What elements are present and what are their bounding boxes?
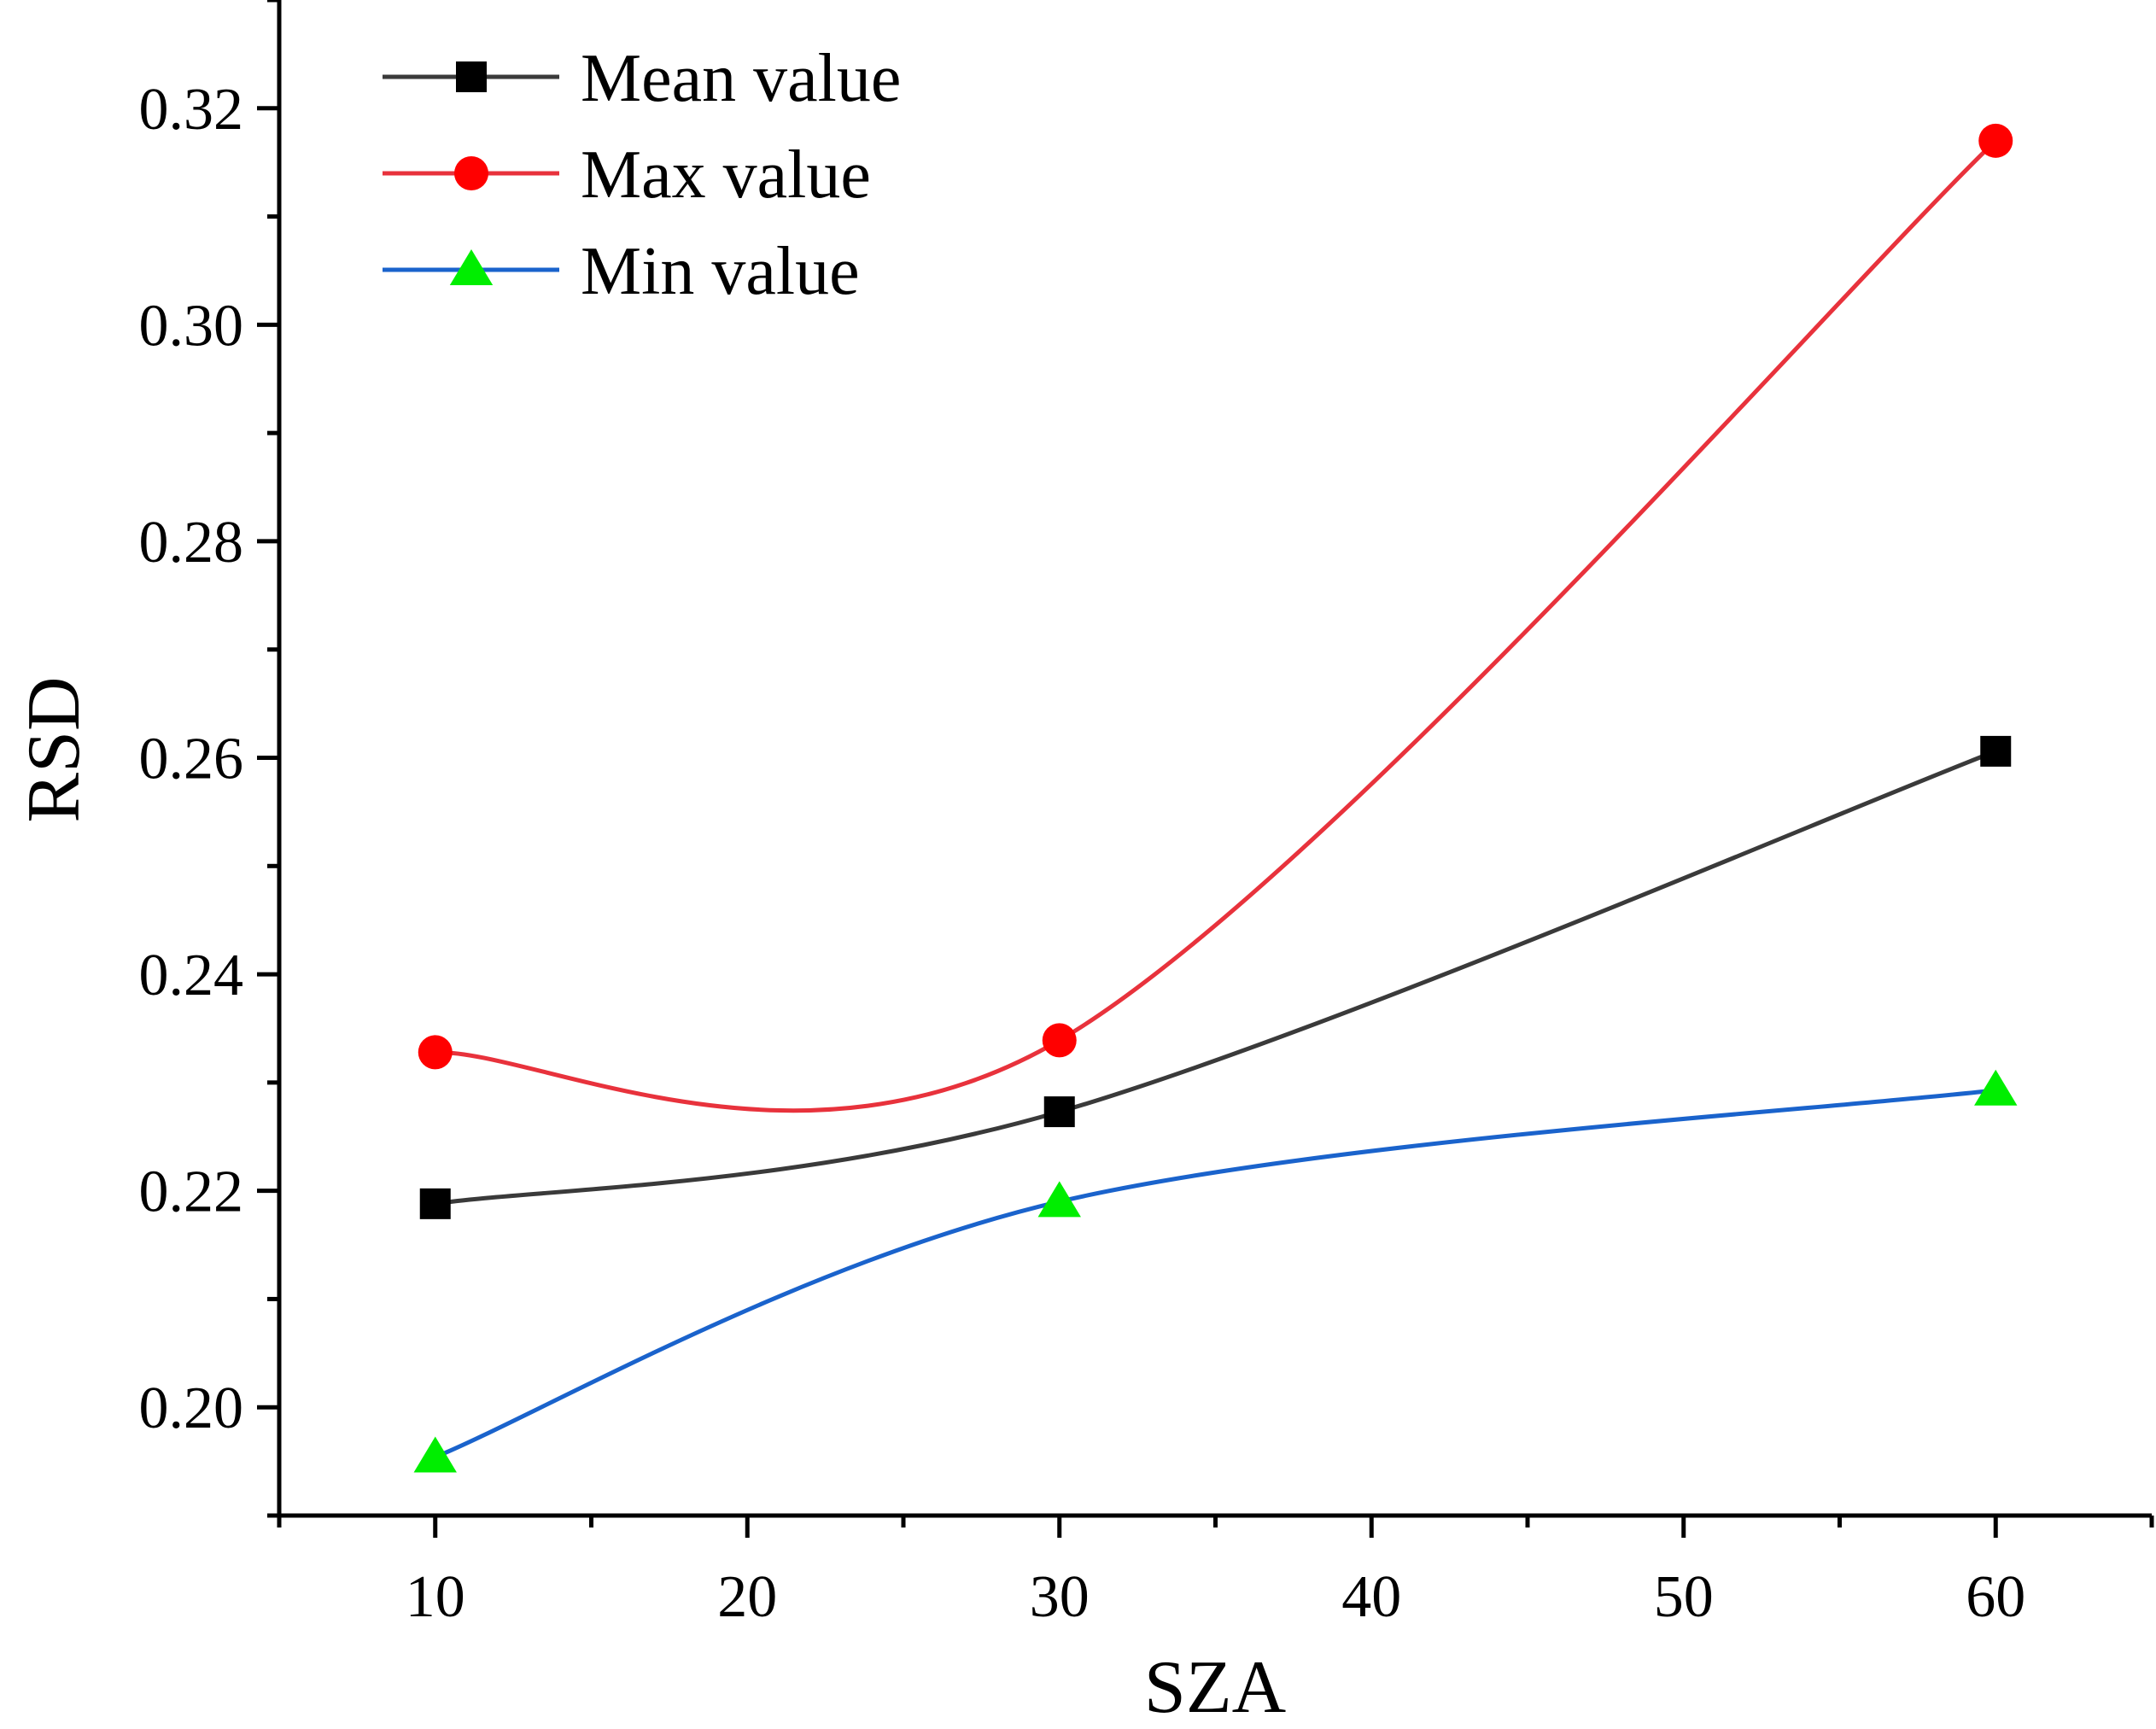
x-tick-label: 50 [1654, 1564, 1714, 1630]
legend-mean-marker [456, 61, 487, 92]
legend-min-marker [449, 249, 494, 285]
x-tick-label: 60 [1966, 1564, 2025, 1630]
y-tick-label: 0.24 [139, 943, 244, 1008]
legend-max-label: Max value [581, 137, 871, 213]
y-tick-label: 0.22 [139, 1159, 244, 1225]
max-point [418, 1035, 453, 1070]
y-axis-title: RSD [13, 676, 96, 822]
mean-line [435, 749, 1997, 1206]
x-tick-label: 20 [717, 1564, 777, 1630]
x-axis-title: SZA [1144, 1646, 1286, 1729]
min-point [413, 1436, 457, 1473]
legend-max-marker [454, 156, 488, 190]
mean-point [1043, 1096, 1075, 1128]
mean-point [1980, 735, 2012, 767]
x-tick-label: 40 [1341, 1564, 1401, 1630]
min-line [434, 1088, 1996, 1459]
y-tick-label: 0.28 [139, 510, 244, 575]
min-point [1037, 1181, 1081, 1218]
y-tick-label: 0.30 [139, 293, 244, 359]
x-tick-label: 10 [406, 1564, 465, 1630]
axes: 10 20 30 40 50 60 0.20 0.22 0.24 0.26 0.28 0.30 0.32 [139, 0, 2154, 1630]
y-tick-label: 0.26 [139, 727, 244, 792]
max-line [435, 139, 1997, 1113]
y-tick-label: 0.20 [139, 1376, 244, 1441]
mean-point [419, 1188, 451, 1219]
x-tick-label: 30 [1030, 1564, 1090, 1630]
min-point [1974, 1069, 2018, 1106]
legend-mean-label: Mean value [581, 41, 901, 116]
legend: Mean value Max value Min value [383, 41, 901, 309]
max-point [1042, 1023, 1077, 1058]
legend-min-label: Min value [581, 234, 860, 309]
series-layer [413, 123, 2018, 1473]
y-tick-label: 0.32 [139, 77, 244, 143]
max-point [1978, 123, 2013, 158]
